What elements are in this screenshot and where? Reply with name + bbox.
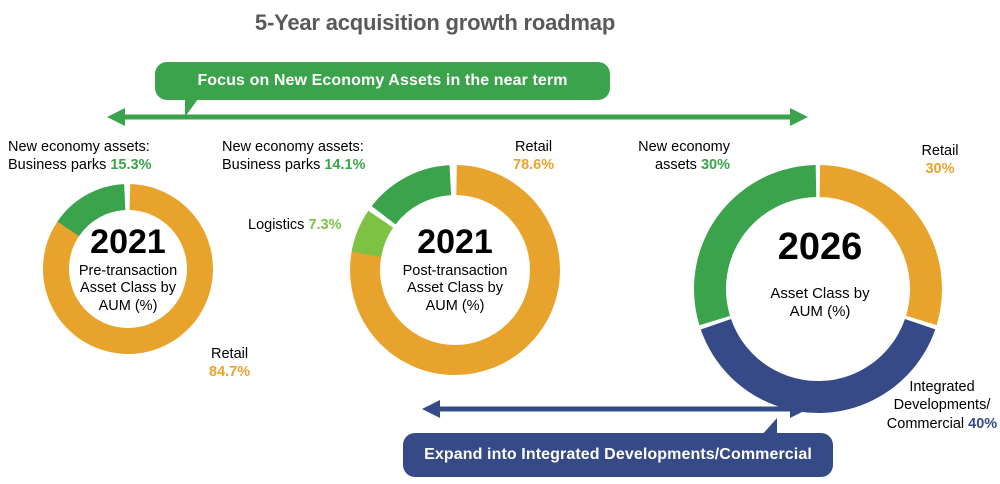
donut2-segment-new-economy <box>350 165 560 375</box>
donut1-value-retail: 84.7% <box>209 364 251 381</box>
donut2-segment-logistics <box>350 165 560 375</box>
donut3-segment-new-economy <box>694 165 942 413</box>
donut1-subtitle-1: Pre-transaction <box>78 262 178 279</box>
donut2-subtitle-1: Post-transaction <box>402 262 508 279</box>
donut1-label-retail-name: Retail <box>211 346 249 362</box>
donut1-year: 2021 <box>90 223 166 261</box>
donut3-subtitle-1: Asset Class by <box>770 284 870 302</box>
donut2-label-ne-line1: New economy assets: <box>222 139 364 155</box>
donut1-label-retail: Retail 84.7% <box>209 345 250 382</box>
donut2-label-logistics-name: Logistics <box>248 217 305 233</box>
donut3-label-new-economy: New economy assets 30% <box>612 138 730 175</box>
donut2-subtitle-2: Asset Class by <box>407 280 503 297</box>
donut3-label-retail-name: Retail <box>921 143 959 159</box>
callout-expand-integrated: Expand into Integrated Developments/Comm… <box>403 433 833 477</box>
donut3-label-int-line3: Commercial <box>886 415 965 432</box>
donut1-subtitle-3: AUM (%) <box>98 297 158 314</box>
donut2-value-retail: 78.6% <box>513 157 555 174</box>
callout-tail-navy-icon <box>745 418 777 436</box>
donut3-year: 2026 <box>777 226 863 268</box>
donut2-label-ne-line2: Business parks <box>222 157 321 174</box>
donut1-subtitle-2: Asset Class by <box>80 280 176 297</box>
donut3-subtitle-2: AUM (%) <box>789 302 851 320</box>
donut2-year: 2021 <box>417 223 493 261</box>
donut-chart-2026 <box>694 165 942 413</box>
donut2-subtitle-3: AUM (%) <box>425 297 485 314</box>
donut-chart-2021-pre <box>43 184 213 354</box>
page-title: 5-Year acquisition growth roadmap <box>254 10 616 35</box>
callout-tail-green-icon <box>185 99 211 117</box>
donut2-label-retail: Retail 78.6% <box>513 138 554 175</box>
donut2-label-retail-name: Retail <box>515 139 553 155</box>
donut3-segment-retail <box>694 165 942 413</box>
donut2-value-logistics: 7.3% <box>308 217 342 233</box>
donut1-value-new-economy: 15.3% <box>110 157 152 174</box>
donut3-value-retail: 30% <box>925 161 955 178</box>
callout-focus-new-economy: Focus on New Economy Assets in the near … <box>155 62 610 100</box>
donut-chart-2021-post <box>350 165 560 375</box>
donut3-center-text: 2026 Asset Class by AUM (%) <box>735 225 905 321</box>
donut3-label-ne-line2: assets <box>655 157 697 174</box>
donut3-value-integrated: 40% <box>968 415 998 432</box>
donut1-segment-new-economy <box>43 184 213 354</box>
donut1-label-ne-line1: New economy assets: <box>8 139 150 155</box>
donut2-label-new-economy: New economy assets: Business parks 14.1% <box>222 138 365 175</box>
donut1-label-new-economy: New economy assets: Business parks 15.3% <box>8 138 151 175</box>
donut3-label-int-line1: Integrated <box>909 379 975 395</box>
donut3-value-new-economy: 30% <box>700 157 730 174</box>
donut3-label-int-line2: Developments/ <box>893 397 991 414</box>
donut2-label-logistics: Logistics 7.3% <box>248 216 342 234</box>
donut1-center-text: 2021 Pre-transaction Asset Class by AUM … <box>58 222 198 315</box>
donut3-label-ne-line1: New economy <box>638 139 730 155</box>
donut2-value-new-economy: 14.1% <box>324 157 366 174</box>
donut2-center-text: 2021 Post-transaction Asset Class by AUM… <box>380 222 530 315</box>
donut3-label-retail: Retail 30% <box>905 142 975 179</box>
donut3-label-integrated: Integrated Developments/ Commercial 40% <box>886 378 998 433</box>
donut1-label-ne-line2: Business parks <box>8 157 107 174</box>
